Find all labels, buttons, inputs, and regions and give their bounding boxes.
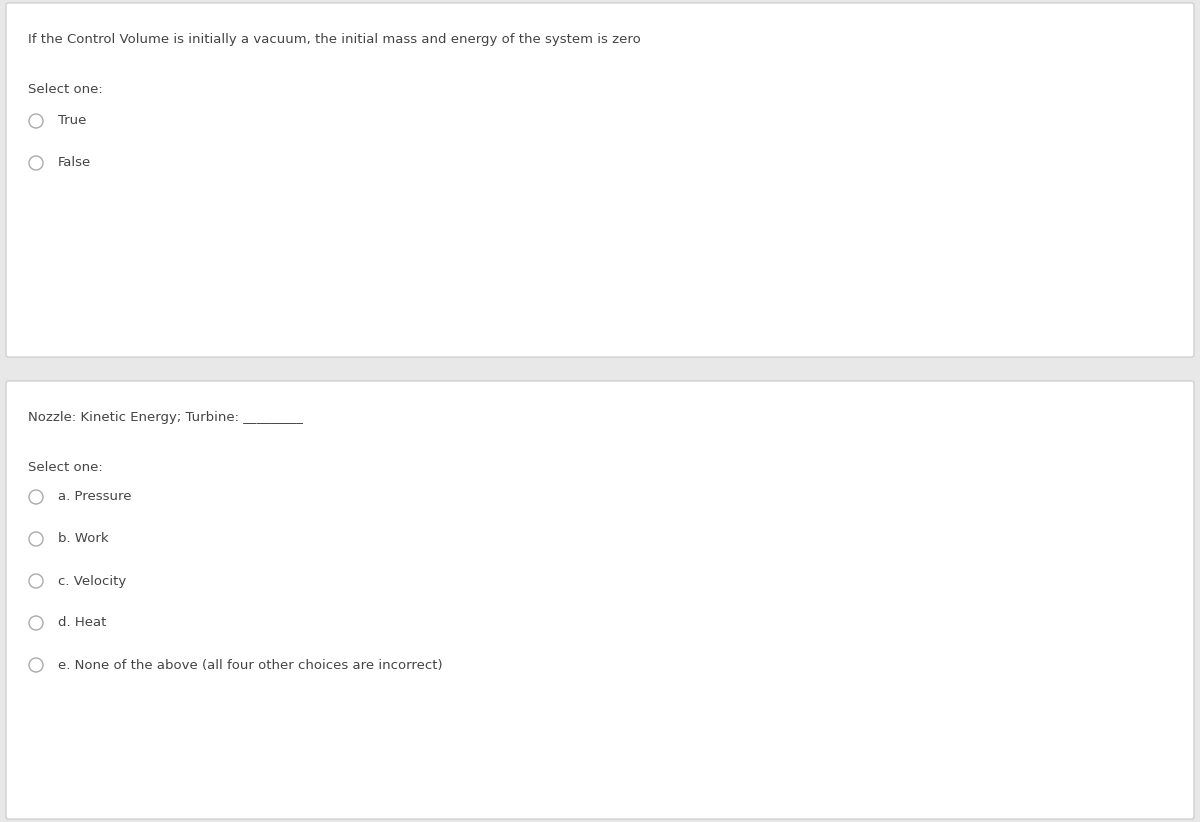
Circle shape	[29, 658, 43, 672]
Text: b. Work: b. Work	[58, 533, 109, 546]
Text: Select one:: Select one:	[28, 461, 103, 474]
Text: True: True	[58, 114, 86, 127]
Text: e. None of the above (all four other choices are incorrect): e. None of the above (all four other cho…	[58, 658, 443, 672]
FancyBboxPatch shape	[6, 3, 1194, 357]
Circle shape	[29, 532, 43, 546]
Circle shape	[29, 490, 43, 504]
FancyBboxPatch shape	[6, 381, 1194, 819]
Circle shape	[29, 156, 43, 170]
Text: Select one:: Select one:	[28, 83, 103, 96]
Text: Nozzle: Kinetic Energy; Turbine: _________: Nozzle: Kinetic Energy; Turbine: _______…	[28, 411, 302, 424]
Text: d. Heat: d. Heat	[58, 616, 107, 630]
Text: a. Pressure: a. Pressure	[58, 491, 132, 504]
Text: c. Velocity: c. Velocity	[58, 575, 126, 588]
Text: False: False	[58, 156, 91, 169]
Circle shape	[29, 574, 43, 588]
Text: If the Control Volume is initially a vacuum, the initial mass and energy of the : If the Control Volume is initially a vac…	[28, 33, 641, 46]
Circle shape	[29, 114, 43, 128]
Circle shape	[29, 616, 43, 630]
